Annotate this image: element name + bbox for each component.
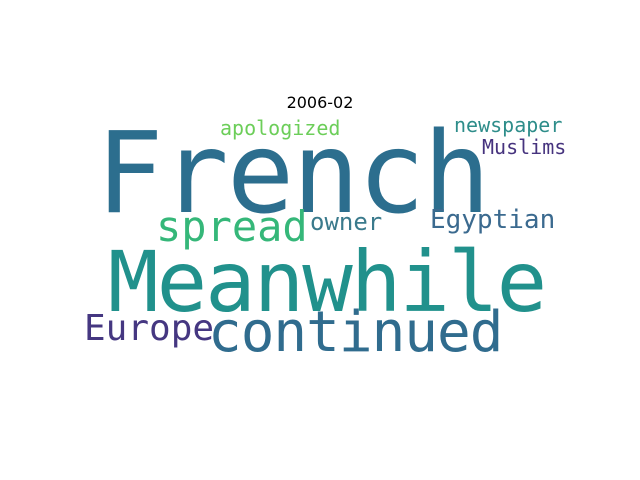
- word-owner: owner: [310, 208, 383, 236]
- word-egyptian: Egyptian: [430, 205, 556, 235]
- word-continued: continued: [208, 300, 503, 365]
- chart-title: 2006-02: [286, 93, 354, 112]
- word-muslims: Muslims: [482, 135, 567, 159]
- word-newspaper: newspaper: [454, 113, 563, 137]
- word-french: French: [96, 109, 491, 239]
- word-europe: Europe: [84, 308, 215, 349]
- word-spread: spread: [156, 202, 308, 251]
- word-apologized: apologized: [220, 116, 341, 140]
- word-meanwhile: Meanwhile: [108, 233, 547, 331]
